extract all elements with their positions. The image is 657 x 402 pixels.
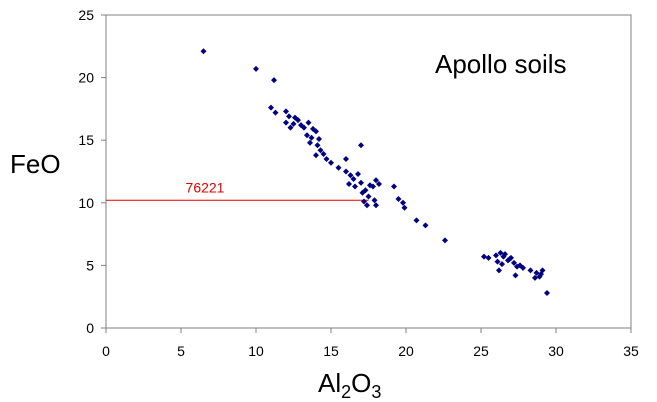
data-point — [494, 258, 501, 265]
data-point — [497, 249, 504, 256]
data-point — [200, 48, 207, 55]
data-point — [283, 108, 289, 115]
data-point — [347, 172, 354, 179]
data-point — [301, 124, 307, 131]
data-point — [283, 119, 289, 126]
data-point — [373, 202, 379, 209]
data-point — [506, 256, 513, 263]
x-tick-label: 30 — [548, 343, 564, 359]
data-point — [532, 274, 538, 281]
data-point — [343, 155, 349, 162]
data-point — [502, 251, 508, 258]
data-point — [422, 222, 429, 229]
data-point — [295, 117, 301, 124]
data-point — [365, 193, 372, 200]
data-point — [346, 181, 352, 188]
x-tick-label: 25 — [473, 343, 489, 359]
x-tick-label: 15 — [323, 343, 339, 359]
x-tick-label: 5 — [177, 343, 185, 359]
data-point — [544, 289, 550, 296]
y-tick-label: 25 — [78, 7, 94, 23]
data-point — [361, 198, 367, 205]
data-point — [538, 271, 544, 278]
data-point — [533, 269, 540, 276]
data-point — [268, 104, 274, 111]
data-point — [395, 196, 402, 203]
data-point — [307, 139, 313, 146]
data-point — [401, 204, 408, 211]
data-point — [287, 124, 294, 131]
data-point — [355, 171, 361, 178]
data-point — [343, 168, 349, 175]
y-tick-label: 15 — [78, 132, 94, 148]
reference-line-label: 76221 — [186, 179, 225, 195]
plot-area-border — [105, 14, 632, 329]
data-point — [350, 176, 357, 183]
x-axis-title-al: Al — [318, 368, 341, 398]
x-axis-title-sub-2: 2 — [341, 382, 351, 402]
data-point — [271, 77, 277, 84]
data-point — [391, 183, 397, 190]
y-tick-label: 0 — [86, 320, 94, 336]
y-tick-label: 5 — [86, 257, 94, 273]
data-point — [317, 147, 324, 154]
data-point — [335, 164, 342, 171]
data-point — [499, 261, 505, 268]
data-point — [313, 152, 319, 159]
data-point — [358, 142, 364, 149]
data-point — [305, 119, 312, 126]
chart-annotation: Apollo soils — [435, 49, 567, 79]
x-axis-title-o: O — [351, 368, 371, 398]
x-axis-title: Al2O3 — [318, 368, 381, 402]
data-point — [272, 109, 279, 116]
data-point — [373, 177, 379, 184]
x-tick-label: 35 — [623, 343, 639, 359]
data-point — [400, 199, 406, 206]
data-point — [290, 120, 297, 127]
data-point — [481, 253, 487, 260]
x-axis-ticks: 0 5 10 15 20 25 30 35 — [102, 328, 639, 359]
data-point — [328, 159, 334, 166]
data-point — [320, 150, 327, 157]
data-point — [316, 135, 322, 142]
data-point — [313, 128, 319, 135]
data-point — [314, 142, 321, 149]
data-point — [413, 217, 420, 224]
data-point — [493, 252, 499, 259]
data-point — [520, 264, 526, 271]
data-point — [371, 197, 378, 204]
x-tick-label: 20 — [398, 343, 414, 359]
x-tick-label: 0 — [102, 343, 110, 359]
data-point — [323, 155, 330, 162]
data-point — [358, 179, 364, 186]
data-points — [200, 48, 550, 296]
data-point — [376, 181, 382, 188]
data-point — [253, 65, 259, 72]
data-point — [359, 189, 366, 196]
data-point — [496, 267, 502, 274]
y-tick-label: 20 — [78, 70, 94, 86]
y-axis-ticks: 0 5 10 15 20 25 — [78, 7, 106, 336]
data-point — [304, 132, 310, 139]
data-point — [442, 237, 448, 244]
y-axis-title: FeO — [10, 149, 61, 179]
data-point — [364, 202, 370, 209]
data-point — [512, 272, 519, 279]
data-point — [527, 267, 534, 274]
y-tick-label: 10 — [78, 195, 94, 211]
data-point — [352, 183, 358, 190]
data-point — [370, 183, 376, 190]
x-axis-title-sub-3: 3 — [371, 382, 381, 402]
data-point — [286, 113, 292, 120]
data-point — [485, 254, 492, 261]
x-tick-label: 10 — [248, 343, 264, 359]
data-point — [308, 134, 315, 141]
data-point — [511, 259, 517, 266]
